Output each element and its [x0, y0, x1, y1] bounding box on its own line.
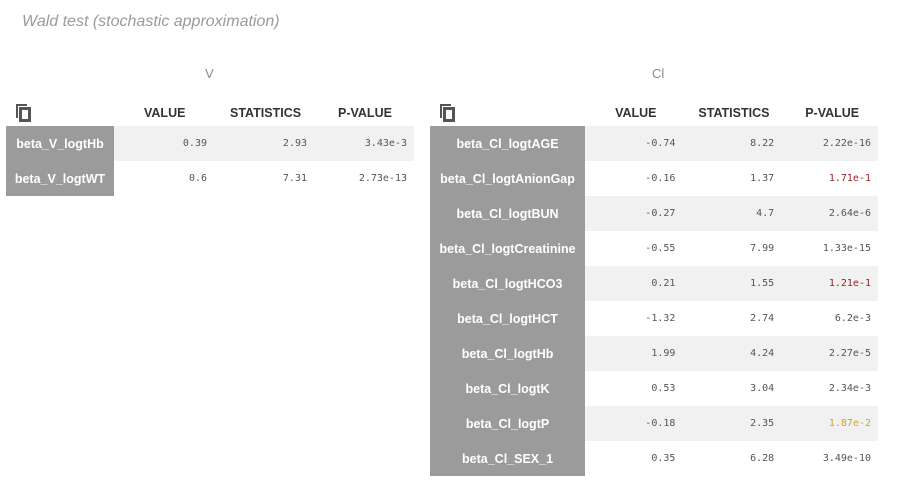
cell-statistics: 1.37	[750, 173, 775, 184]
cell-value: 0.35	[651, 453, 676, 464]
cell-pvalue: 2.73e-13	[358, 173, 407, 184]
table-row: beta_Cl_logtCreatinine -0.55 7.99 1.33e-15	[430, 231, 878, 266]
table-row: beta_Cl_logtHCO3 0.21 1.55 1.21e-1	[430, 266, 878, 301]
row-name: beta_Cl_logtAnionGap	[430, 161, 586, 196]
row-name: beta_Cl_logtK	[430, 371, 586, 406]
cell-statistics: 3.04	[750, 383, 775, 394]
row-name: beta_V_logtWT	[6, 161, 114, 196]
cell-pvalue: 2.27e-5	[781, 336, 878, 371]
row-name: beta_Cl_logtAGE	[430, 126, 586, 161]
column-header-value: VALUE	[144, 106, 186, 120]
copy-button[interactable]	[430, 100, 585, 126]
panel-caption: Cl	[652, 66, 665, 81]
cell-value: 0.39	[114, 126, 214, 161]
column-header-pvalue: P-VALUE	[338, 106, 392, 120]
panel-caption: V	[205, 66, 214, 81]
row-name: beta_Cl_SEX_1	[430, 441, 586, 476]
column-header-statistics: STATISTICS	[698, 106, 770, 120]
cell-statistics: 7.31	[282, 173, 307, 184]
table-row: beta_Cl_logtAGE -0.74 8.22 2.22e-16	[430, 126, 878, 161]
table-row: beta_Cl_logtAnionGap -0.16 1.37 1.71e-1	[430, 161, 878, 196]
copy-icon[interactable]	[16, 103, 32, 123]
row-name: beta_Cl_logtHCT	[430, 301, 586, 336]
cell-statistics: 4.7	[682, 196, 782, 231]
cell-value: 1.99	[585, 336, 683, 371]
results-table-cl: VALUE STATISTICS P-VALUE beta_Cl_logtAGE…	[430, 100, 878, 476]
cell-value: -0.55	[645, 243, 676, 254]
row-name: beta_Cl_logtBUN	[430, 196, 586, 231]
cell-statistics: 4.24	[682, 336, 782, 371]
table-row: beta_Cl_SEX_1 0.35 6.28 3.49e-10	[430, 441, 878, 476]
cell-pvalue: 2.64e-6	[781, 196, 878, 231]
column-header-value: VALUE	[615, 106, 657, 120]
row-name: beta_Cl_logtP	[430, 406, 586, 441]
row-name: beta_Cl_logtHb	[430, 336, 586, 371]
cell-value: 0.21	[585, 266, 683, 301]
cell-statistics: 7.99	[750, 243, 775, 254]
copy-icon[interactable]	[440, 103, 456, 123]
cell-value: -0.27	[585, 196, 683, 231]
table-row: beta_Cl_logtHb 1.99 4.24 2.27e-5	[430, 336, 878, 371]
table-row: beta_V_logtHb 0.39 2.93 3.43e-3	[6, 126, 414, 161]
page-title: Wald test (stochastic approximation)	[22, 13, 280, 30]
column-header-pvalue: P-VALUE	[805, 106, 860, 120]
cell-statistics: 2.93	[214, 126, 314, 161]
table-row: beta_V_logtWT 0.6 7.31 2.73e-13	[6, 161, 414, 196]
cell-pvalue: 2.34e-3	[828, 383, 871, 394]
results-table-v: VALUE STATISTICS P-VALUE beta_V_logtHb 0.…	[6, 100, 414, 196]
cell-pvalue: 3.49e-10	[822, 453, 871, 464]
cell-pvalue: 2.22e-16	[781, 126, 878, 161]
table-row: beta_Cl_logtBUN -0.27 4.7 2.64e-6	[430, 196, 878, 231]
cell-pvalue: 1.71e-1	[828, 173, 871, 184]
cell-value: -0.74	[585, 126, 683, 161]
table-header-row: VALUE STATISTICS P-VALUE	[430, 100, 878, 126]
table-header-row: VALUE STATISTICS P-VALUE	[6, 100, 414, 126]
cell-pvalue: 1.21e-1	[781, 266, 878, 301]
cell-pvalue: 3.43e-3	[314, 126, 414, 161]
cell-statistics: 2.74	[750, 313, 775, 324]
cell-statistics: 2.35	[682, 406, 782, 441]
cell-value: 0.53	[651, 383, 676, 394]
cell-statistics: 6.28	[750, 453, 775, 464]
cell-pvalue: 6.2e-3	[834, 313, 871, 324]
cell-value: -1.32	[645, 313, 676, 324]
cell-statistics: 1.55	[682, 266, 782, 301]
cell-value: 0.6	[188, 173, 207, 184]
row-name: beta_Cl_logtHCO3	[430, 266, 586, 301]
column-header-statistics: STATISTICS	[230, 106, 302, 120]
row-name: beta_Cl_logtCreatinine	[430, 231, 586, 266]
table-row: beta_Cl_logtK 0.53 3.04 2.34e-3	[430, 371, 878, 406]
cell-statistics: 8.22	[682, 126, 782, 161]
copy-button[interactable]	[6, 100, 114, 126]
cell-value: -0.18	[585, 406, 683, 441]
row-name: beta_V_logtHb	[6, 126, 114, 161]
cell-pvalue: 1.87e-2	[781, 406, 878, 441]
table-row: beta_Cl_logtHCT -1.32 2.74 6.2e-3	[430, 301, 878, 336]
cell-pvalue: 1.33e-15	[822, 243, 871, 254]
table-row: beta_Cl_logtP -0.18 2.35 1.87e-2	[430, 406, 878, 441]
cell-value: -0.16	[645, 173, 676, 184]
